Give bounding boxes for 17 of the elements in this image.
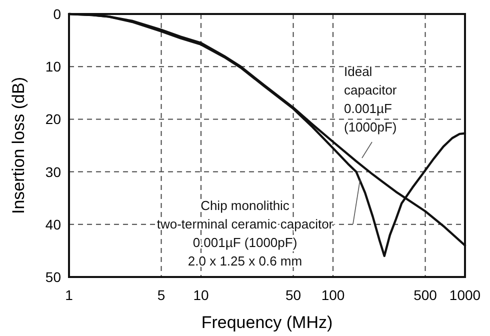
x-axis-title: Frequency (MHz): [201, 313, 333, 332]
x-tick-label: 5: [157, 287, 166, 303]
annotation: Ideal capacitor 0.001µF (1000pF): [344, 64, 398, 134]
x-tick-label: 100: [321, 287, 345, 303]
x-tick-label: 1: [65, 287, 74, 303]
y-tick-label: 30: [45, 164, 62, 180]
y-tick-label: 20: [45, 111, 62, 128]
x-tick-label: 1000: [449, 287, 481, 303]
y-tick-label: 0: [53, 6, 62, 22]
y-axis-title: Insertion loss (dB): [9, 77, 28, 214]
y-tick-label: 10: [45, 58, 62, 75]
y-tick-label: 50: [45, 269, 62, 285]
annotation: Chip monolithic two-terminal ceramic capacitor 0.001µF (1000pF) 2.0 x 1.25 x 0.6 mm: [156, 198, 334, 268]
x-tick-label: 10: [193, 287, 209, 303]
y-tick-label: 40: [45, 216, 62, 232]
x-tick-label: 50: [285, 287, 302, 303]
x-tick-label: 500: [414, 287, 438, 303]
